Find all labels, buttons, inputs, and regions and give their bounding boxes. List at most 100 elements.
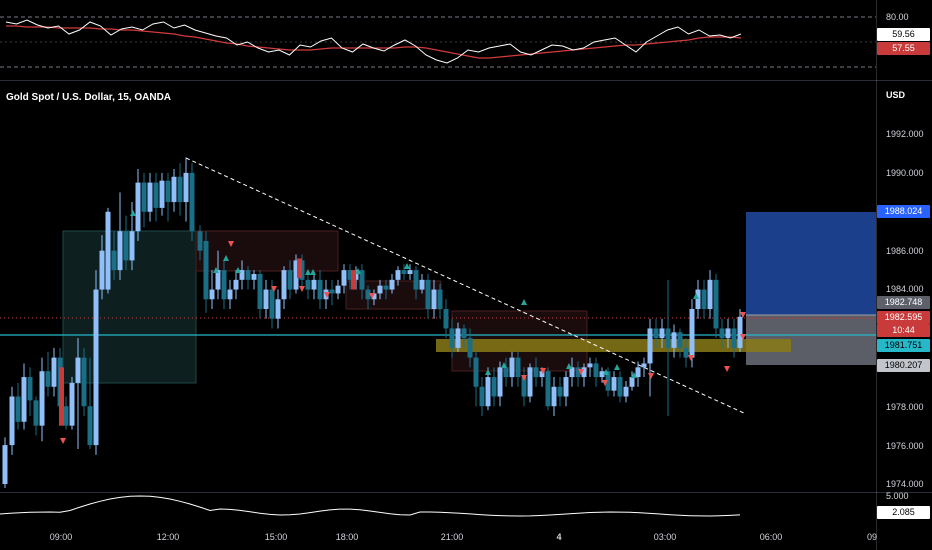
sell-signal-icon [578,369,584,375]
volume-top-label: 5.000 [886,491,909,501]
candle-body [33,400,39,426]
candle-body [45,371,51,387]
candle-body [359,270,365,290]
buy-signal-icon [130,210,136,216]
candle-body [93,289,99,446]
candle-body [377,285,383,294]
candle-body [141,182,147,212]
buy-signal-icon [305,269,311,275]
time-label: 4 [556,532,562,542]
candle-body [677,332,683,348]
candle-body [245,270,251,280]
candle-body [707,279,713,309]
bar-countdown-tag: 10:44 [877,324,930,337]
candle-body [437,289,443,309]
candle-body-red [297,258,302,278]
candle-body [275,299,281,319]
pane-divider-top[interactable] [0,80,932,81]
candle-body [713,279,719,329]
candle-body [671,332,677,348]
time-label: 09 [866,532,878,542]
candle-body [425,279,431,309]
candle-body [509,357,515,378]
candle-body [485,377,491,407]
candle-body [503,367,509,378]
candle-body [341,270,347,286]
pane-divider-bottom[interactable] [0,492,932,493]
candle-body [293,260,299,290]
candle-body [171,176,177,203]
candle-body [605,371,611,391]
oscillator-upper-label: 80.00 [886,12,909,22]
oscillator-signal-tag: 57.55 [877,42,930,55]
candle-body [335,285,341,294]
candle-body [81,357,87,407]
price-axis[interactable] [876,0,932,550]
time-label: 12:00 [156,532,180,542]
candle-body [209,289,215,300]
candle-body [305,279,311,290]
time-label: 09:00 [49,532,73,542]
buy-signal-icon [631,372,637,378]
target-price-tag: 1988.024 [877,205,930,218]
price-label-1986: 1986.000 [886,246,924,256]
candle-body [653,328,659,339]
candle-body [383,285,389,290]
buy-signal-icon [235,267,241,273]
candle-body [539,371,545,378]
price-label-1976: 1976.000 [886,441,924,451]
buy-signal-icon [693,293,699,299]
candle-body [545,371,551,407]
candle-body [189,172,195,232]
candle-body [51,357,57,387]
candle-body [569,367,575,378]
candle-body [479,386,485,407]
sell-signal-icon [299,286,305,292]
candle-body [647,328,653,364]
candle-body [557,386,563,397]
candle-body [183,172,189,203]
candle-body [99,250,105,290]
currency-label: USD [886,90,906,100]
sell-signal-icon [602,380,608,386]
candle-body [491,377,497,397]
candle-body [431,289,437,309]
candle-body [443,309,449,329]
candle-body [153,182,159,208]
trendline [185,157,747,415]
candle-body [527,367,533,397]
buy-signal-icon [614,364,620,370]
entry-price-tag: 1982.748 [877,296,930,309]
candle-body [263,289,269,309]
candle-body [311,279,317,290]
candle-body [21,377,27,422]
sell-signal-icon [740,334,746,340]
candle-body [257,274,263,309]
candle-body [9,396,15,446]
candle-body [87,406,93,446]
sell-signal-icon [521,375,527,381]
oscillator-main-line [5,19,742,64]
supply-zone [195,230,339,272]
candle-body [467,338,473,358]
candle-body [695,289,701,309]
candle-body [533,367,539,378]
candle-body [497,367,503,397]
candle-body [105,211,111,290]
candle-body [515,357,521,378]
buy-signal-icon [501,362,507,368]
buy-signal-icon [485,369,491,375]
candle-body [407,270,413,274]
candle-body [629,377,635,387]
candle-body [701,289,707,309]
candle-body [563,377,569,397]
symbol-title: Gold Spot / U.S. Dollar, 15, OANDA [6,92,172,103]
buy-signal-icon [566,363,572,369]
candle-body [683,347,689,358]
candle-body [365,289,371,300]
candle-body [641,363,647,368]
sell-signal-icon [740,312,746,318]
oscillator-value-tag: 59.56 [877,28,930,41]
